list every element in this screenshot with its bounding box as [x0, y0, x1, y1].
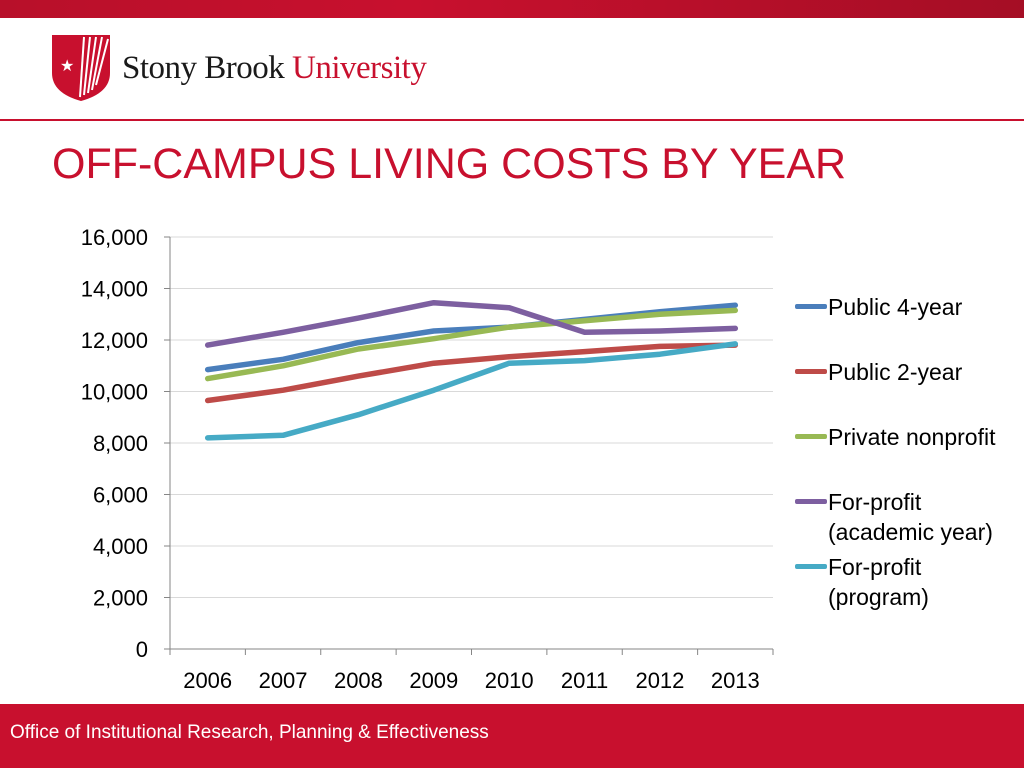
y-tick-label: 14,000: [81, 277, 148, 302]
wordmark-stony-brook: Stony Brook: [122, 50, 285, 86]
x-tick-label: 2009: [409, 668, 458, 693]
series-line-private-nonprofit: [204, 307, 739, 382]
legend-label: Public 4-year: [828, 294, 963, 320]
x-tick-label: 2011: [561, 668, 608, 693]
y-tick-label: 0: [136, 637, 148, 662]
line-chart: 0 2,000 4,000 6,000 8,000 10,000 12,000 14,000 1…: [81, 225, 774, 693]
legend-label: Private nonprofit: [828, 424, 996, 450]
legend-label: For-profit (academic year): [828, 489, 993, 545]
x-tick-label: 2007: [259, 668, 308, 693]
wordmark-university: University: [292, 50, 427, 86]
y-tick-label: 10,000: [81, 380, 148, 405]
y-tick-label: 6,000: [93, 483, 148, 508]
x-tick-label: 2008: [334, 668, 383, 693]
university-wordmark: Stony Brook University: [122, 50, 427, 87]
top-band: [0, 0, 1024, 18]
y-tick-label: 12,000: [81, 328, 148, 353]
x-tick-label: 2013: [711, 668, 760, 693]
series-line-for-profit-program: [204, 341, 739, 441]
footer-bar: Office of Institutional Research, Planni…: [0, 704, 1024, 768]
legend-swatch: [795, 499, 827, 504]
x-tick-label: 2006: [183, 668, 232, 693]
header-rule: [0, 119, 1024, 121]
x-tick-label: 2010: [485, 668, 534, 693]
y-tick-label: 4,000: [93, 534, 148, 559]
university-shield-logo: ★: [52, 35, 110, 101]
svg-text:★: ★: [60, 56, 74, 75]
x-tick-label: 2012: [635, 668, 684, 693]
legend-swatch: [795, 564, 827, 569]
footer-text: Office of Institutional Research, Planni…: [10, 722, 489, 743]
legend-swatch: [795, 304, 827, 309]
legend-swatch: [795, 434, 827, 439]
y-tick-label: 2,000: [93, 586, 148, 611]
y-tick-label: 16,000: [81, 225, 148, 250]
legend-label: Public 2-year: [828, 359, 963, 385]
legend-label: For-profit (program): [828, 554, 929, 610]
series-line-for-profit-academic-year: [204, 299, 739, 348]
y-tick-label: 8,000: [93, 431, 148, 456]
series-line-public-2-year: [204, 342, 739, 404]
slide-title: OFF-CAMPUS LIVING COSTS BY YEAR: [52, 140, 847, 188]
legend-swatch: [795, 369, 827, 374]
